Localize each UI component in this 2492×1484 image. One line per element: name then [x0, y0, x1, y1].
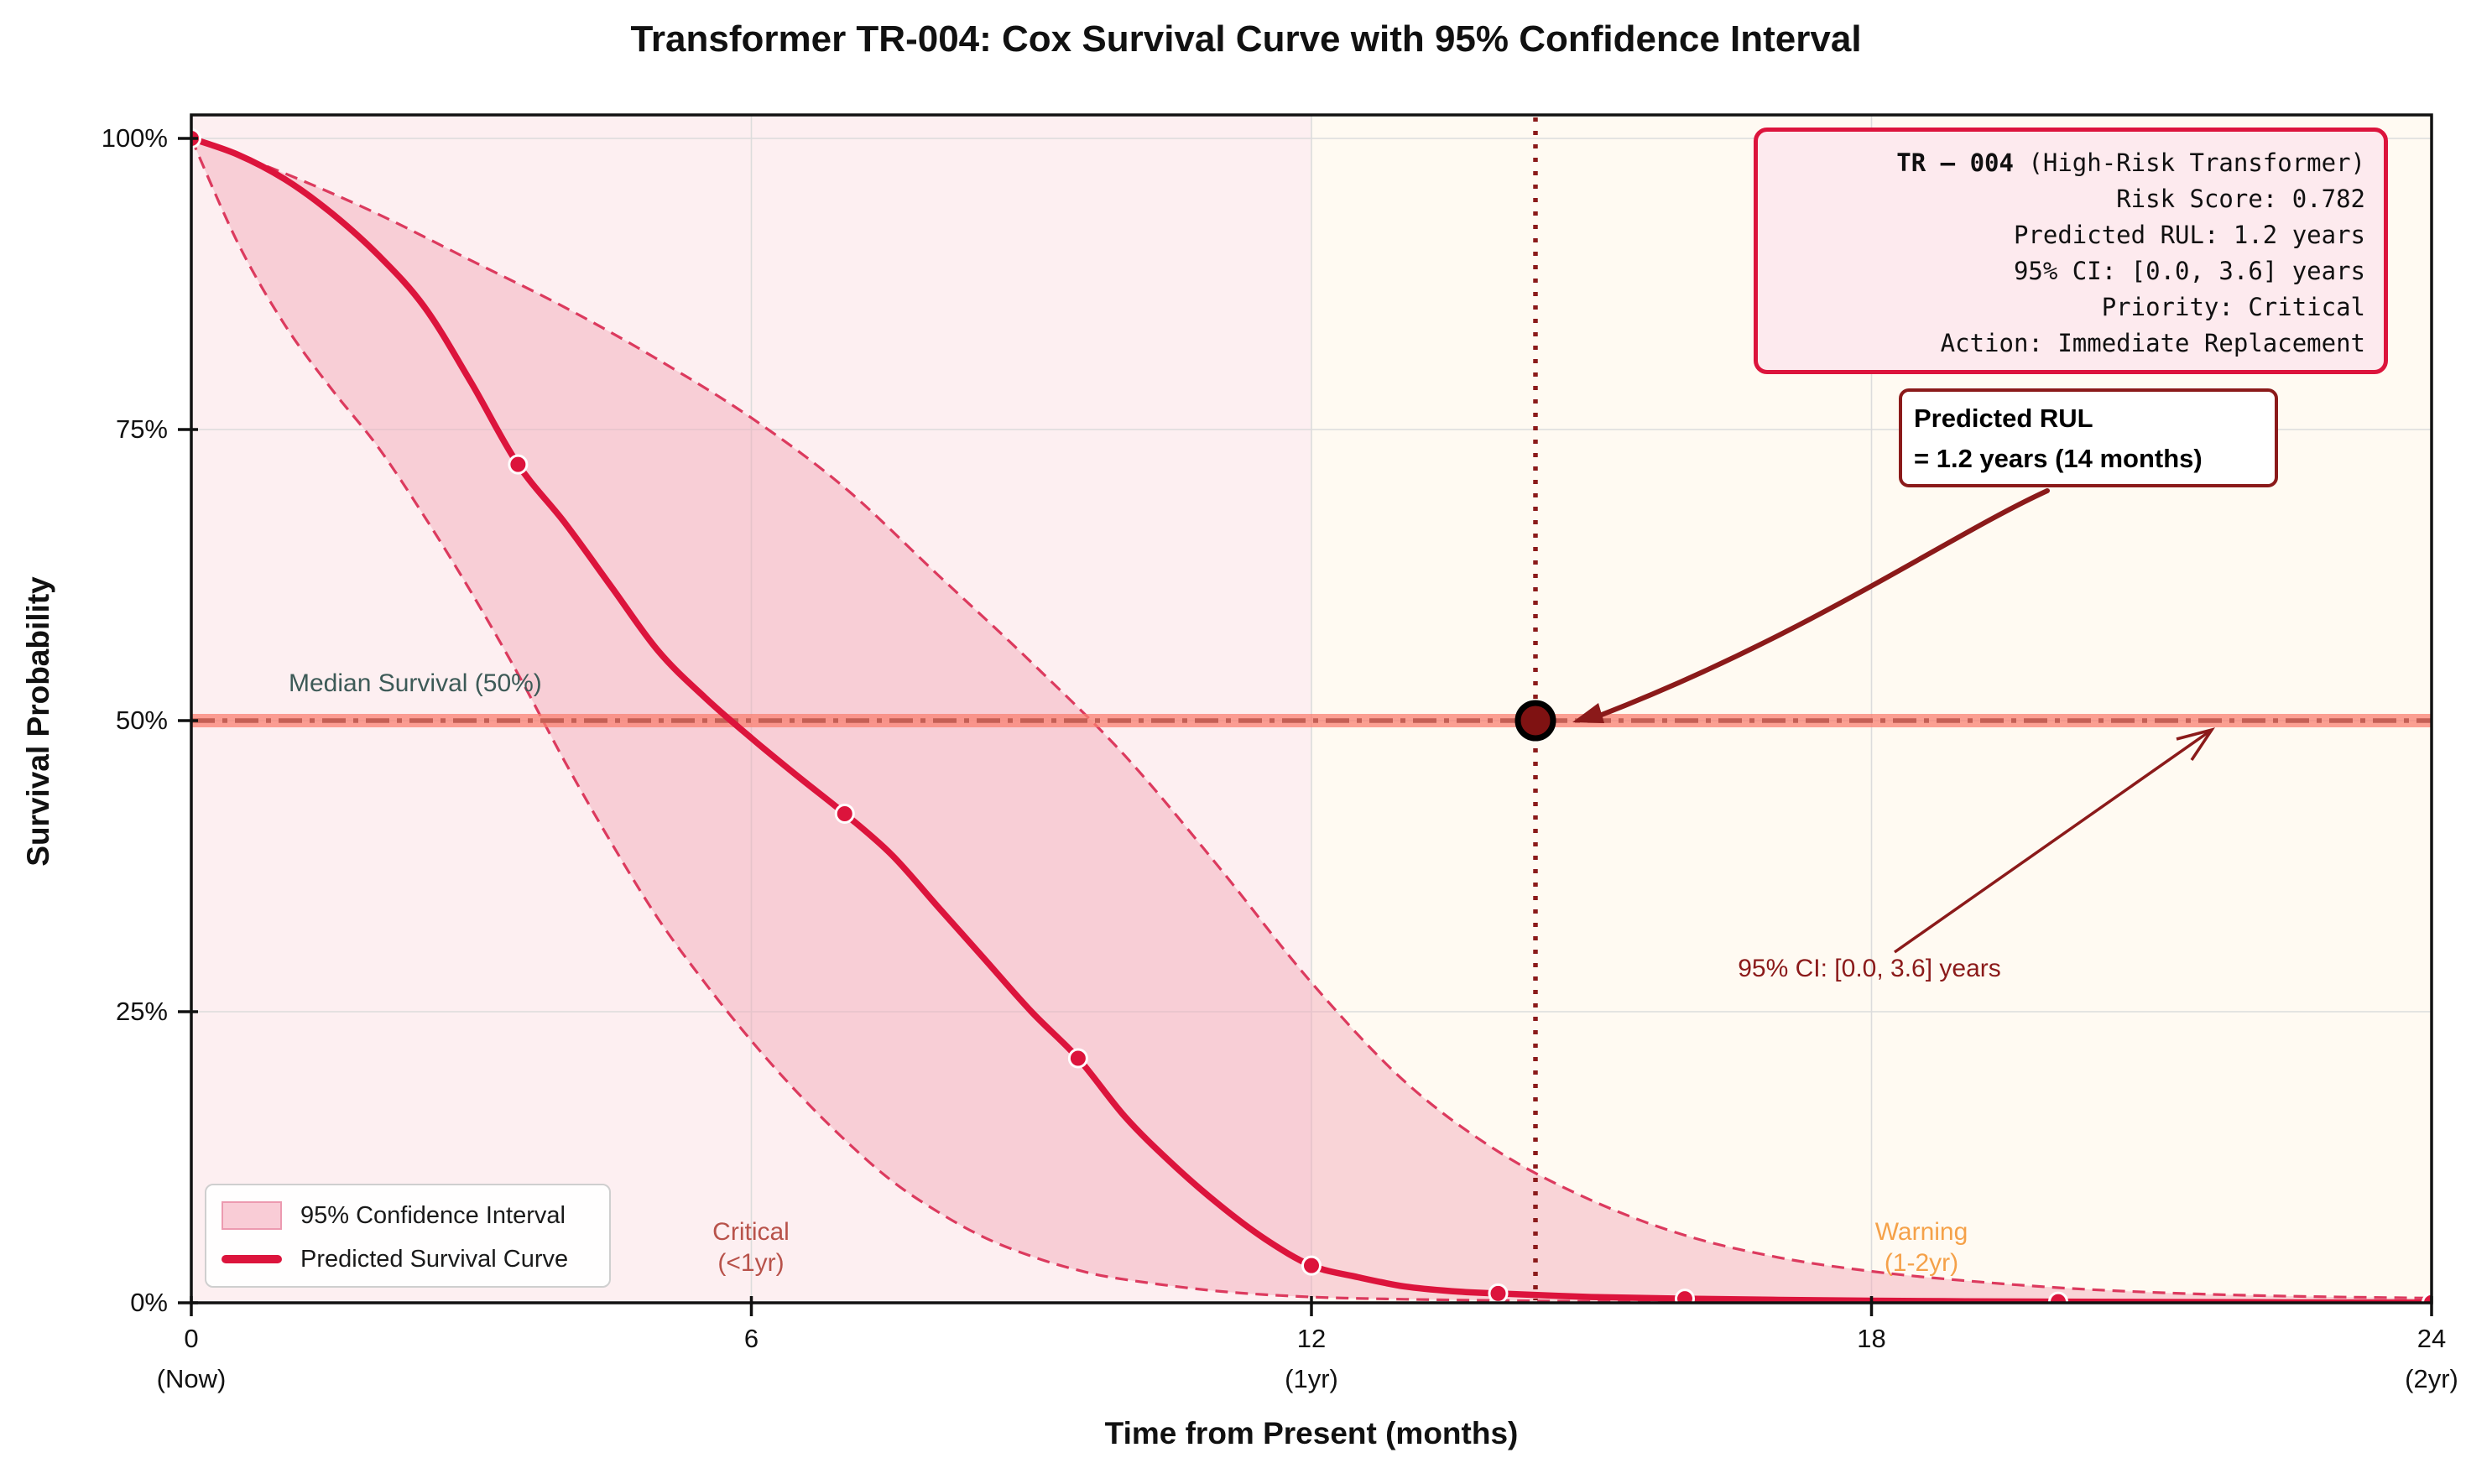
rul-callout-arrow-curve [1588, 488, 2050, 721]
ci-band-fill [191, 138, 2432, 1303]
ci-upper-boundary [191, 137, 2432, 1299]
critical-zone-label-line2: (<1yr) [717, 1249, 785, 1277]
x-tick-label: 18 [1857, 1324, 1886, 1353]
ci-band-swatch-icon [222, 1201, 282, 1230]
rul-callout-arrowhead-icon [1572, 703, 1604, 723]
x-tick-sublabel: (1yr) [1285, 1364, 1338, 1393]
annotation-arrows [1572, 488, 2216, 954]
ci-annotation-text: 95% CI: [0.0, 3.6] years [1738, 955, 2001, 982]
transformer-info-box: TR – 004 (High-Risk Transformer) Risk Sc… [1754, 128, 2388, 374]
x-tick-label: 0 [184, 1324, 199, 1353]
rul-intersection-dot [1514, 700, 1556, 742]
info-box-title-line: TR – 004 (High-Risk Transformer) [1773, 145, 2365, 181]
warning-zone-label-line1: Warning [1874, 1218, 1968, 1246]
survival-curve-path [191, 135, 2432, 1303]
legend-item-curve: Predicted Survival Curve [222, 1237, 594, 1281]
y-tick-label: 0% [130, 1288, 168, 1317]
rul-marker-line [1514, 117, 1556, 1300]
chart-title: Transformer TR-004: Cox Survival Curve w… [630, 18, 1862, 60]
info-box-predicted-rul: Predicted RUL: 1.2 years [2013, 221, 2365, 249]
x-tick-label: 12 [1296, 1324, 1327, 1353]
warning-zone-label-line2: (1-2yr) [1884, 1249, 1959, 1277]
curve-data-marker [1488, 1283, 1509, 1303]
legend-curve-label: Predicted Survival Curve [300, 1245, 569, 1273]
curve-data-marker [1067, 1048, 1088, 1069]
info-box-asset-desc: (High-Risk Transformer) [2013, 148, 2365, 177]
x-tick-label: 24 [2416, 1324, 2447, 1353]
y-tick-label: 100% [101, 123, 168, 153]
info-box-priority: Priority: Critical [2101, 293, 2365, 321]
rul-callout-line1: Predicted RUL [1914, 404, 2093, 433]
info-box-risk-score: Risk Score: 0.782 [2116, 185, 2365, 213]
critical-zone-label: Critical (<1yr) [712, 1216, 790, 1278]
ci-lower-boundary [191, 138, 2432, 1303]
x-tick-sublabel: (Now) [156, 1364, 227, 1393]
legend: 95% Confidence Interval Predicted Surviv… [205, 1184, 611, 1288]
x-tick-label: 6 [743, 1324, 759, 1353]
predicted-rul-callout: Predicted RUL = 1.2 years (14 months) [1899, 388, 2278, 487]
survival-curve [191, 128, 2432, 1303]
curve-data-marker [508, 454, 529, 475]
confidence-band [191, 137, 2432, 1303]
warning-zone-label: Warning (1-2yr) [1875, 1216, 1968, 1278]
median-survival-label: Median Survival (50%) [289, 669, 542, 697]
curve-data-marker [1301, 1255, 1322, 1276]
curve-data-marker [1675, 1289, 1695, 1303]
survival-curve-swatch-icon [222, 1255, 282, 1263]
legend-ci-label: 95% Confidence Interval [300, 1201, 566, 1229]
critical-zone-label-line1: Critical [712, 1218, 790, 1246]
info-box-ci: 95% CI: [0.0, 3.6] years [2013, 257, 2365, 285]
curve-data-marker [834, 804, 855, 825]
y-tick-label: 75% [115, 414, 168, 444]
x-axis-label: Time from Present (months) [1104, 1416, 1519, 1450]
legend-item-ci: 95% Confidence Interval [222, 1194, 594, 1237]
info-box-asset-id: TR – 004 [1896, 148, 2014, 177]
rul-callout-line2: = 1.2 years (14 months) [1914, 444, 2203, 473]
ci-annotation-arrow-line [1893, 728, 2213, 954]
y-tick-label: 50% [115, 706, 168, 735]
info-box-action: Action: Immediate Replacement [1940, 329, 2365, 357]
ci-annotation-arrowhead-icon [2176, 727, 2216, 761]
x-tick-sublabel: (2yr) [2405, 1364, 2458, 1393]
y-tick-label: 25% [115, 997, 168, 1026]
axes-frame [178, 113, 2433, 1316]
